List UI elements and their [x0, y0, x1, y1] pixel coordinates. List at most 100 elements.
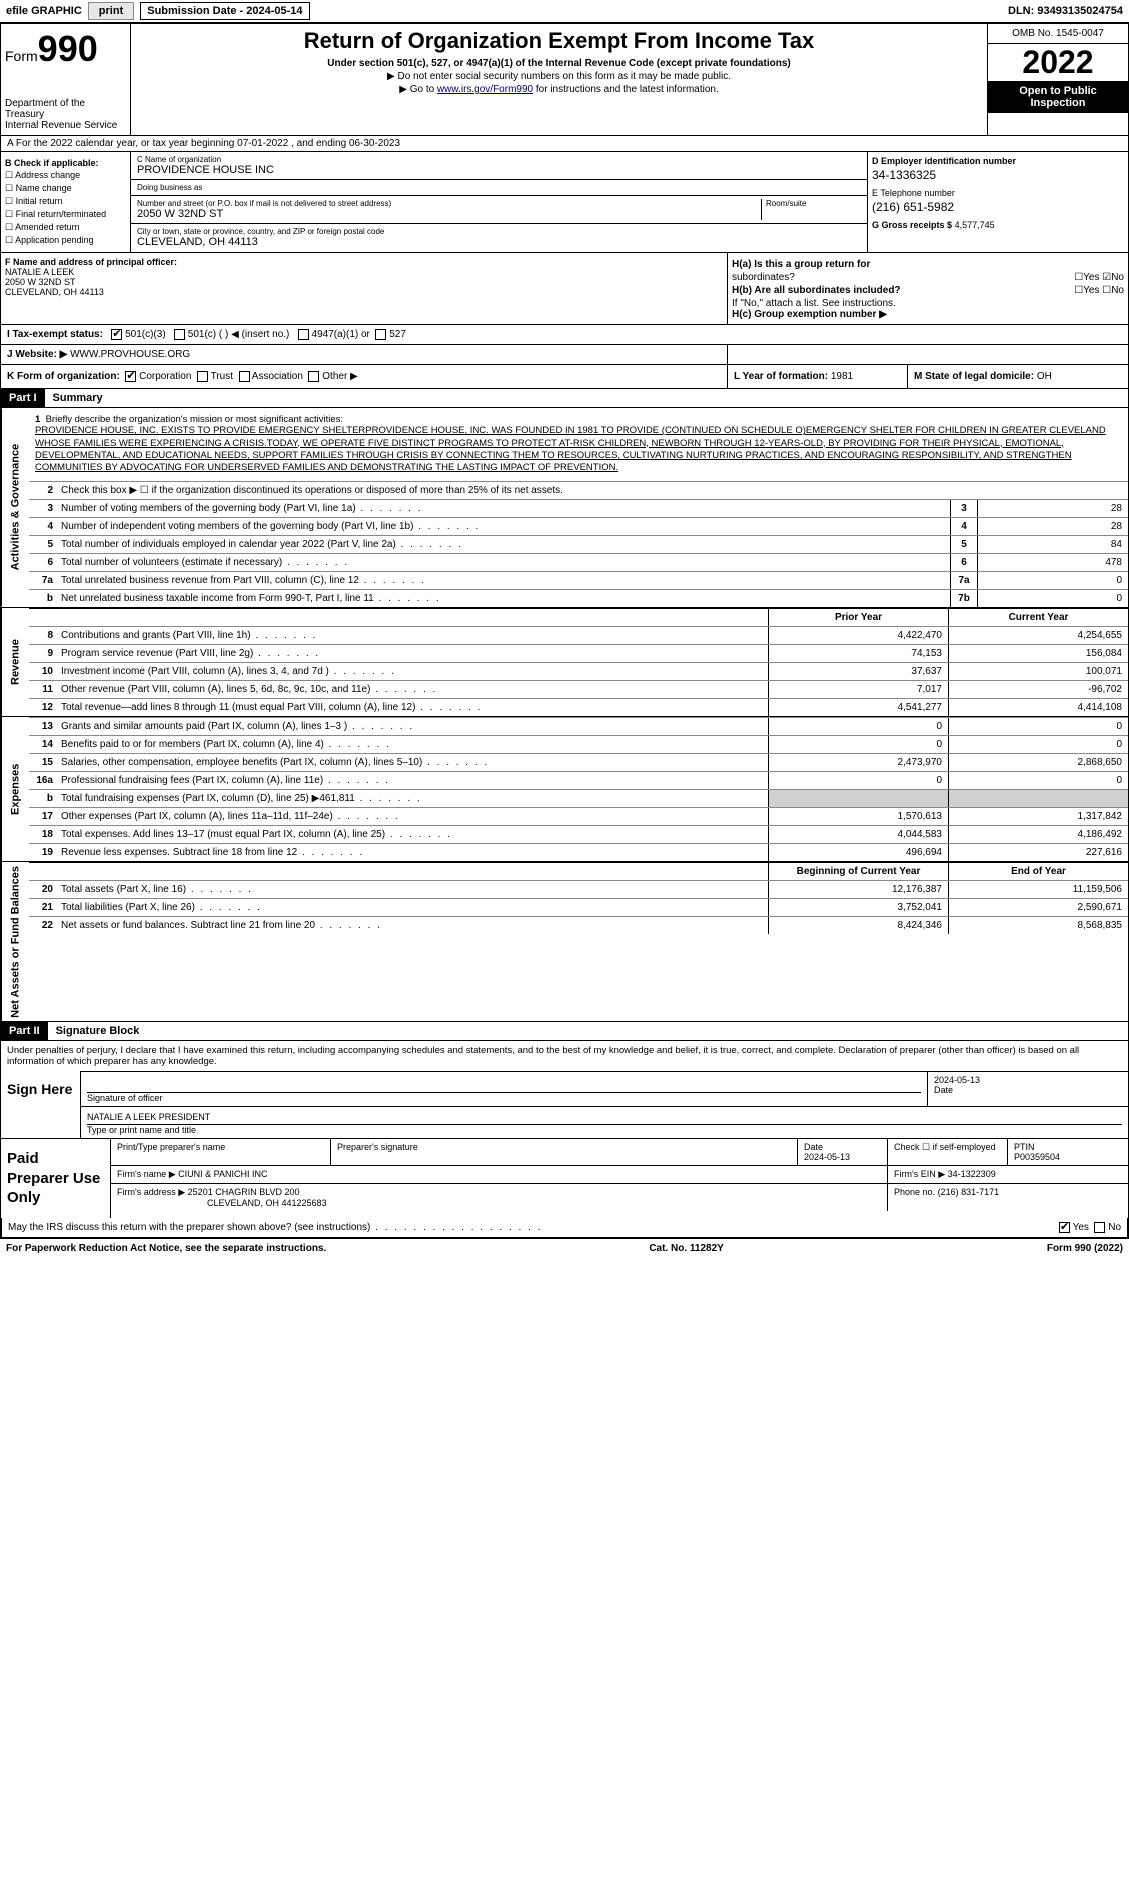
- data-line: 12Total revenue—add lines 8 through 11 (…: [29, 698, 1128, 716]
- chk-name-change[interactable]: Name change: [5, 183, 126, 194]
- part2-header-row: Part II Signature Block: [0, 1022, 1129, 1041]
- col-h-group: H(a) Is this a group return for subordin…: [728, 253, 1128, 324]
- ha-yesno: ☐Yes ☑No: [1074, 272, 1124, 283]
- irs-link-note: ▶ Go to www.irs.gov/Form990 for instruct…: [135, 84, 983, 95]
- data-line: 16aProfessional fundraising fees (Part I…: [29, 771, 1128, 789]
- ssn-note: ▶ Do not enter social security numbers o…: [135, 71, 983, 82]
- officer-name: NATALIE A LEEK: [5, 267, 723, 277]
- chk-corp[interactable]: [125, 371, 136, 382]
- col-c-org-info: C Name of organization PROVIDENCE HOUSE …: [131, 152, 868, 252]
- chk-amended[interactable]: Amended return: [5, 222, 126, 233]
- end-year-header: End of Year: [948, 863, 1128, 880]
- side-exp: Expenses: [1, 717, 29, 861]
- col-d-identifiers: D Employer identification number 34-1336…: [868, 152, 1128, 252]
- chk-501c3[interactable]: [111, 329, 122, 340]
- irs-label: Internal Revenue Service: [5, 120, 126, 131]
- efile-label: efile GRAPHIC: [6, 5, 82, 17]
- street-address: 2050 W 32ND ST: [137, 208, 761, 220]
- form-footer: Form 990 (2022): [1047, 1243, 1123, 1254]
- activities-governance: Activities & Governance 1 Briefly descri…: [0, 408, 1129, 607]
- ein: 34-1336325: [872, 168, 1124, 182]
- form-subtitle: Under section 501(c), 527, or 4947(a)(1)…: [135, 58, 983, 69]
- side-gov: Activities & Governance: [1, 408, 29, 606]
- open-public: Open to Public Inspection: [988, 81, 1128, 113]
- officer-name-title: NATALIE A LEEK PRESIDENT: [87, 1110, 1122, 1125]
- mission-text: PROVIDENCE HOUSE, INC. EXISTS TO PROVIDE…: [35, 425, 1106, 473]
- data-line: 19Revenue less expenses. Subtract line 1…: [29, 843, 1128, 861]
- gov-line: 5Total number of individuals employed in…: [29, 535, 1128, 553]
- chk-trust[interactable]: [197, 371, 208, 382]
- row-j: J Website: ▶ WWW.PROVHOUSE.ORG: [0, 345, 1129, 365]
- paid-preparer-label: Paid Preparer Use Only: [1, 1139, 111, 1218]
- part1-badge: Part I: [1, 389, 45, 407]
- chk-527[interactable]: [375, 329, 386, 340]
- chk-address-change[interactable]: Address change: [5, 170, 126, 181]
- form-title: Return of Organization Exempt From Incom…: [135, 28, 983, 54]
- ptin: P00359504: [1014, 1152, 1122, 1162]
- col-b-checkboxes: B Check if applicable: Address change Na…: [1, 152, 131, 252]
- prior-year-header: Prior Year: [768, 609, 948, 626]
- firm-addr2: CLEVELAND, OH 441225683: [207, 1198, 327, 1208]
- website: WWW.PROVHOUSE.ORG: [70, 349, 190, 360]
- gov-line: 7aTotal unrelated business revenue from …: [29, 571, 1128, 589]
- hb-yesno: ☐Yes ☐No: [1074, 285, 1124, 296]
- expenses-section: Expenses 13Grants and similar amounts pa…: [0, 717, 1129, 862]
- chk-501c[interactable]: [174, 329, 185, 340]
- penalty-text: Under penalties of perjury, I declare th…: [1, 1041, 1128, 1071]
- officer-addr1: 2050 W 32ND ST: [5, 277, 723, 287]
- phone: (216) 651-5982: [872, 200, 1124, 214]
- row-i-tax-status: I Tax-exempt status: 501(c)(3) 501(c) ( …: [0, 325, 1129, 345]
- submission-date: Submission Date - 2024-05-14: [140, 2, 309, 20]
- bottom-bar: For Paperwork Reduction Act Notice, see …: [0, 1239, 1129, 1258]
- gov-line: 2Check this box ▶ ☐ if the organization …: [29, 481, 1128, 499]
- side-net: Net Assets or Fund Balances: [1, 862, 29, 1022]
- chk-final-return[interactable]: Final return/terminated: [5, 209, 126, 220]
- revenue-section: Revenue Prior Year Current Year 8Contrib…: [0, 608, 1129, 717]
- paperwork-notice: For Paperwork Reduction Act Notice, see …: [6, 1243, 326, 1254]
- data-line: 20Total assets (Part X, line 16)12,176,3…: [29, 880, 1128, 898]
- dept-treasury: Department of the Treasury: [5, 98, 126, 120]
- data-line: 18Total expenses. Add lines 13–17 (must …: [29, 825, 1128, 843]
- prep-date: 2024-05-13: [804, 1152, 881, 1162]
- gov-line: 4Number of independent voting members of…: [29, 517, 1128, 535]
- dln: DLN: 93493135024754: [1008, 5, 1123, 17]
- firm-phone: (216) 831-7171: [938, 1187, 1000, 1197]
- discuss-question: May the IRS discuss this return with the…: [8, 1222, 542, 1233]
- form-header: Form990 Department of the Treasury Inter…: [0, 23, 1129, 136]
- gross-receipts: 4,577,745: [955, 220, 995, 230]
- officer-addr2: CLEVELAND, OH 44113: [5, 287, 723, 297]
- chk-initial-return[interactable]: Initial return: [5, 196, 126, 207]
- state-domicile: OH: [1037, 371, 1052, 382]
- gov-line: 3Number of voting members of the governi…: [29, 499, 1128, 517]
- data-line: bTotal fundraising expenses (Part IX, co…: [29, 789, 1128, 807]
- form-number: Form990: [5, 28, 126, 70]
- row-k: K Form of organization: Corporation Trus…: [0, 365, 1129, 389]
- data-line: 17Other expenses (Part IX, column (A), l…: [29, 807, 1128, 825]
- data-line: 15Salaries, other compensation, employee…: [29, 753, 1128, 771]
- data-line: 22Net assets or fund balances. Subtract …: [29, 916, 1128, 934]
- data-line: 21Total liabilities (Part X, line 26)3,7…: [29, 898, 1128, 916]
- row-f-officer: F Name and address of principal officer:…: [0, 253, 1129, 325]
- netassets-section: Net Assets or Fund Balances Beginning of…: [0, 862, 1129, 1023]
- chk-assoc[interactable]: [239, 371, 250, 382]
- side-rev: Revenue: [1, 608, 29, 716]
- chk-other[interactable]: [308, 371, 319, 382]
- part1-header-row: Part I Summary: [0, 389, 1129, 408]
- discuss-yesno: Yes No: [1059, 1222, 1121, 1233]
- chk-4947[interactable]: [298, 329, 309, 340]
- data-line: 10Investment income (Part VIII, column (…: [29, 662, 1128, 680]
- tax-year: 2022: [988, 44, 1128, 81]
- signature-block: Under penalties of perjury, I declare th…: [0, 1041, 1129, 1239]
- info-grid: B Check if applicable: Address change Na…: [0, 152, 1129, 253]
- data-line: 14Benefits paid to or for members (Part …: [29, 735, 1128, 753]
- data-line: 9Program service revenue (Part VIII, lin…: [29, 644, 1128, 662]
- irs-link[interactable]: www.irs.gov/Form990: [437, 84, 533, 95]
- print-button[interactable]: print: [88, 2, 134, 20]
- topbar: efile GRAPHIC print Submission Date - 20…: [0, 0, 1129, 23]
- section-a: A For the 2022 calendar year, or tax yea…: [0, 136, 1129, 152]
- curr-year-header: Current Year: [948, 609, 1128, 626]
- firm-addr1: 25201 CHAGRIN BLVD 200: [188, 1187, 300, 1197]
- sign-here-label: Sign Here: [1, 1071, 81, 1138]
- data-line: 11Other revenue (Part VIII, column (A), …: [29, 680, 1128, 698]
- chk-application[interactable]: Application pending: [5, 235, 126, 246]
